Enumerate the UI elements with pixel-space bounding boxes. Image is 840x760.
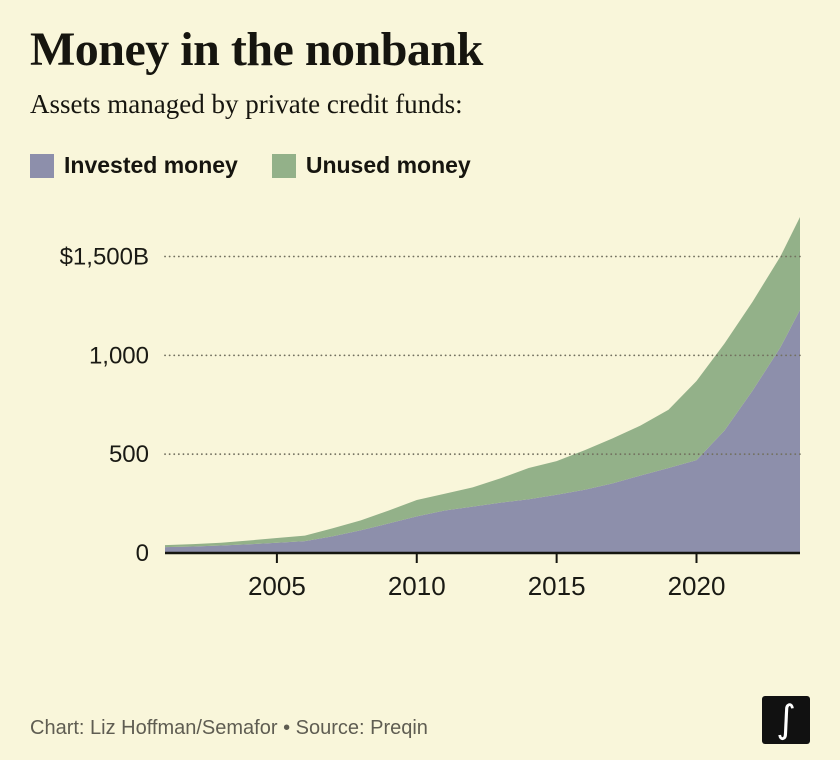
footer: Chart: Liz Hoffman/Semafor • Source: Pre… bbox=[30, 696, 810, 744]
semafor-logo-glyph-icon: ∫ bbox=[776, 697, 796, 741]
legend-label-unused-money: Unused money bbox=[305, 152, 471, 179]
chart-subtitle: Assets managed by private credit funds: bbox=[30, 89, 463, 120]
legend-item-invested-money: Invested money bbox=[30, 152, 238, 179]
chart-area: 0 500 1,000 $1,500B 2005 2010 2015 2020 bbox=[30, 203, 810, 608]
area-invested-money bbox=[165, 310, 800, 554]
legend: Invested money Unused money bbox=[30, 152, 810, 179]
semafor-logo: ∫ bbox=[762, 696, 810, 744]
legend-item-unused-money: Unused money bbox=[271, 152, 471, 179]
unused-money-swatch-icon bbox=[271, 153, 296, 178]
x-axis-label-2020: 2020 bbox=[668, 571, 726, 601]
stacked-area-chart: 0 500 1,000 $1,500B 2005 2010 2015 2020 bbox=[60, 217, 801, 601]
area-unused-money bbox=[165, 217, 800, 548]
y-axis-label-0: 0 bbox=[136, 540, 149, 567]
y-axis-label-1500: $1,500B bbox=[60, 244, 149, 271]
page-title: Money in the nonbank bbox=[30, 23, 483, 76]
chart-credit: Chart: Liz Hoffman/Semafor • Source: Pre… bbox=[30, 717, 428, 739]
y-axis-label-1000: 1,000 bbox=[89, 343, 149, 370]
x-axis-label-2005: 2005 bbox=[248, 571, 306, 601]
legend-label-invested-money: Invested money bbox=[64, 152, 238, 179]
x-axis-label-2015: 2015 bbox=[528, 571, 586, 601]
x-axis-label-2010: 2010 bbox=[388, 571, 446, 601]
y-axis-label-500: 500 bbox=[109, 441, 149, 468]
invested-money-swatch-icon bbox=[30, 153, 54, 178]
